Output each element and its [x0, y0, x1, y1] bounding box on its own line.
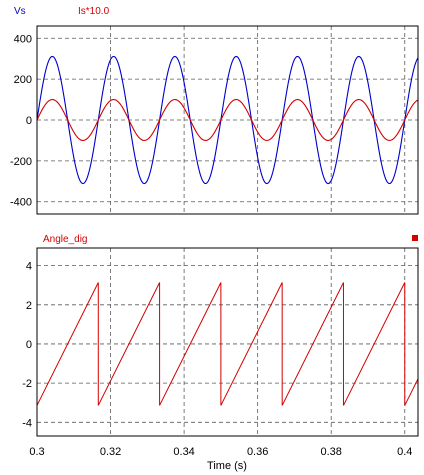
y-tick-labels-bottom: -4 -2 0 2 4 [22, 261, 32, 430]
plot-frame-bottom [36, 247, 419, 437]
x-tick-label: 0.4 [397, 446, 412, 458]
legend-is: Is*10.0 [78, 6, 110, 17]
y-tick-label: -2 [22, 378, 32, 390]
x-tick-label: 0.38 [320, 446, 341, 458]
y-tick-label: -4 [22, 417, 32, 429]
x-tick-label: 0.34 [173, 446, 194, 458]
x-tick-label: 0.32 [100, 446, 121, 458]
x-tick-label: 0.3 [29, 446, 44, 458]
y-tick-label: 400 [14, 33, 32, 45]
series-line-vs [36, 55, 419, 185]
y-tick-label: -400 [10, 197, 32, 209]
x-tick-label: 0.36 [247, 446, 268, 458]
angle-panel: -4 -2 0 2 4 0.3 0.32 0.34 0.36 0.38 0.4 Angle_dig [22, 234, 419, 458]
series-line-angle [36, 282, 419, 406]
legend-angle: Angle_dig [43, 234, 87, 245]
y-tick-label: 0 [26, 339, 32, 351]
x-tick-labels: 0.3 0.32 0.34 0.36 0.38 0.4 [29, 446, 412, 458]
series-line-is [36, 99, 419, 141]
y-tick-label: 200 [14, 74, 32, 86]
y-tick-label: -200 [10, 156, 32, 168]
voltage-current-panel: -400 -200 0 200 400 Vs Is*10.0 [10, 6, 419, 215]
panel-marker-square[interactable] [412, 235, 418, 241]
y-tick-label: 2 [26, 300, 32, 312]
x-axis-label: Time (s) [207, 460, 247, 472]
y-tick-label: 4 [26, 261, 32, 273]
legend-vs: Vs [14, 6, 26, 17]
plot-area-bottom [37, 248, 418, 436]
y-tick-label: 0 [26, 115, 32, 127]
y-tick-labels-top: -400 -200 0 200 400 [10, 33, 32, 208]
plot-frame-top [36, 25, 419, 215]
